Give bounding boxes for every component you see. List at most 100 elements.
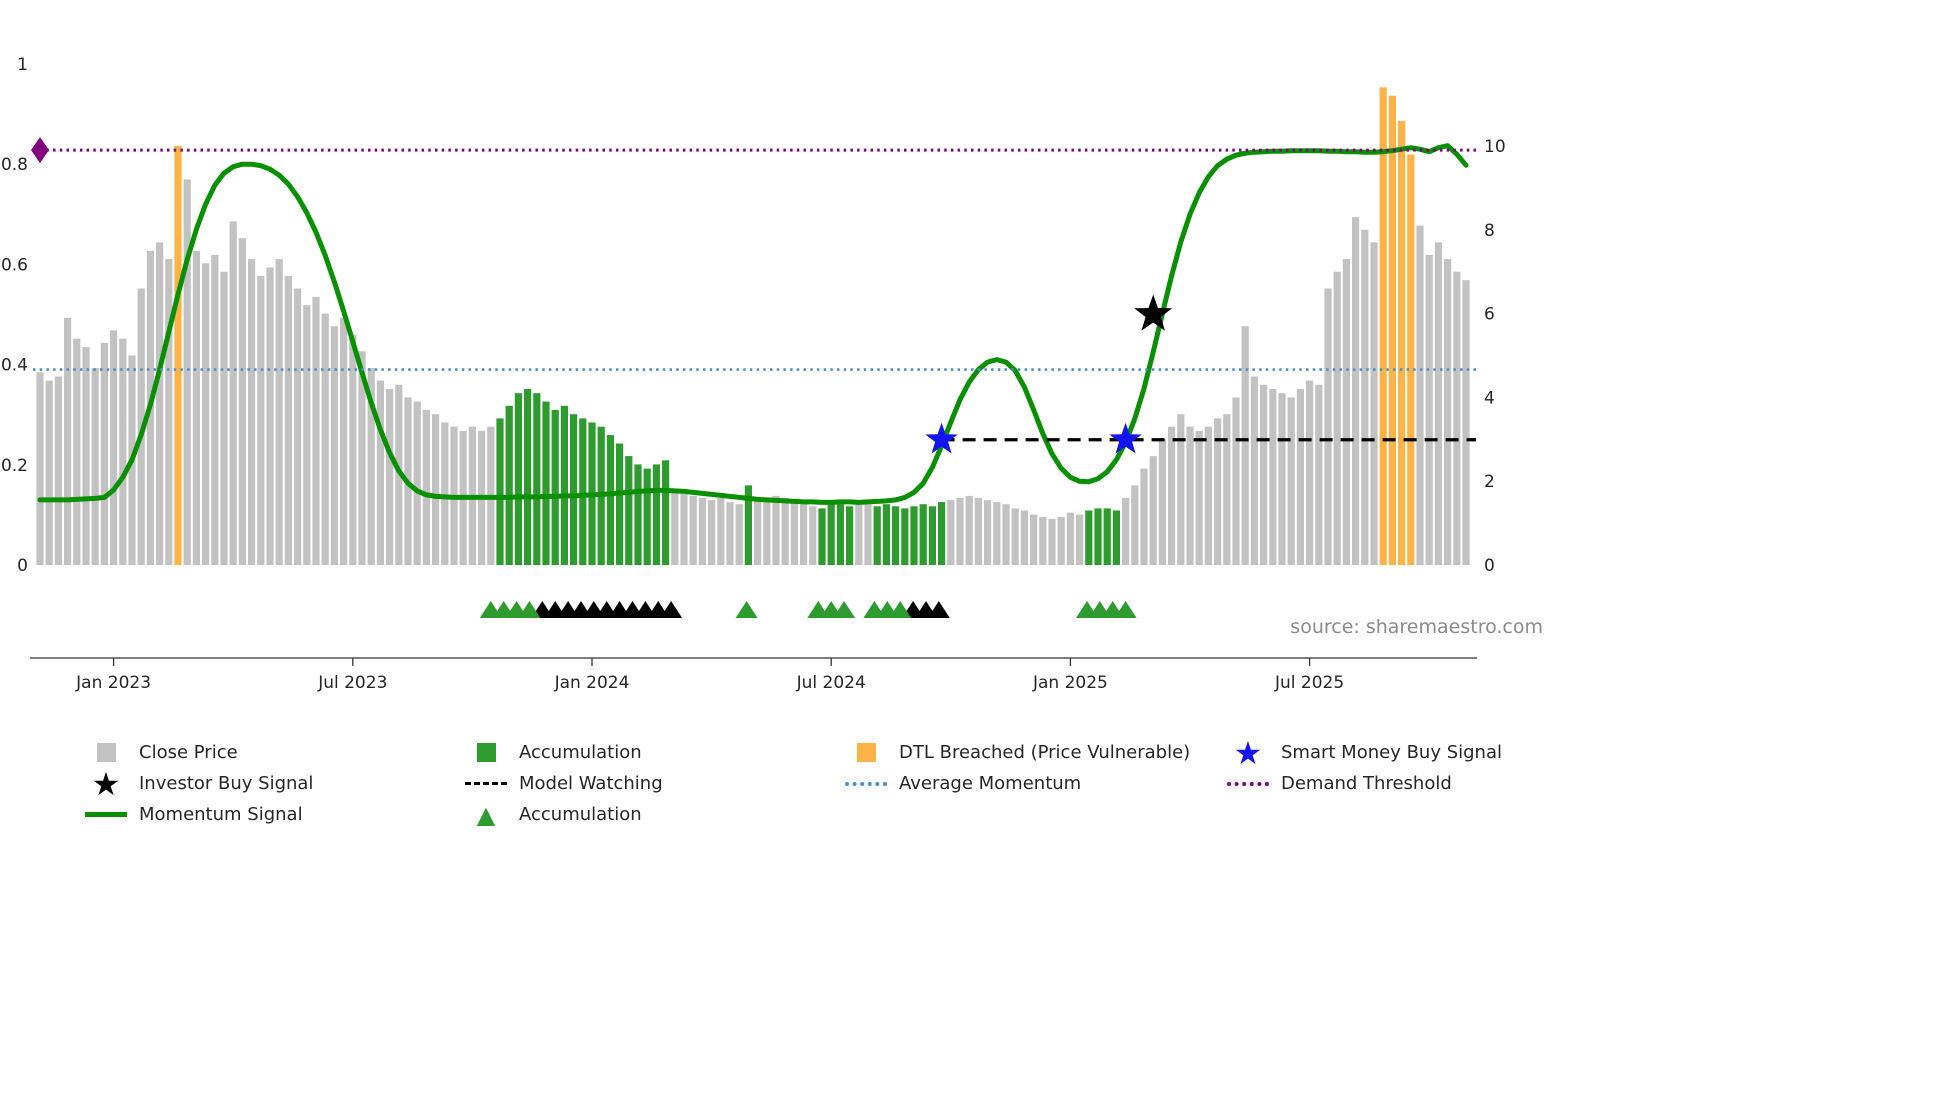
dtl-breached-bar [1379, 87, 1387, 566]
close-price-bar [1186, 426, 1194, 565]
close-price-bar [1214, 418, 1222, 565]
legend-icon-wrap [83, 743, 129, 762]
close-price-bar [312, 296, 320, 565]
green-square-icon [476, 743, 496, 762]
momentum-line [37, 143, 1469, 505]
accumulation-bar [827, 502, 835, 565]
accumulation-bar [496, 418, 504, 565]
close-price-bar [735, 504, 743, 565]
close-price-bar [100, 342, 108, 565]
left-axis-tick-label: 0.4 [1, 356, 28, 376]
close-price-bar [275, 259, 283, 565]
close-price-bar [220, 271, 228, 565]
accumulation-bar [873, 506, 881, 565]
accumulation-bar [928, 506, 936, 565]
legend-label: Demand Threshold [1281, 773, 1452, 794]
close-price-bar [367, 368, 375, 565]
accumulation-bar [514, 393, 522, 565]
legend-icon-wrap [843, 743, 889, 762]
accumulation-bar [616, 443, 624, 565]
accumulation-bar [919, 504, 927, 565]
legend-label: Close Price [139, 742, 238, 763]
legend-icon-wrap: ★ [1225, 737, 1271, 769]
right-axis-tick-label: 4 [1484, 388, 1495, 408]
purple-dotted-line-icon [1227, 781, 1269, 786]
legend-icon-wrap [843, 781, 889, 786]
close-price-bar [248, 259, 256, 565]
close-price-bar [266, 267, 274, 565]
legend-item-momentum-signal: Momentum Signal [83, 799, 463, 830]
dtl-breached-bar [1398, 120, 1406, 566]
close-price-bar [238, 238, 246, 565]
legend-icon-wrap [83, 812, 129, 817]
close-price-bar [257, 275, 265, 565]
close-price-bar [993, 502, 1001, 565]
legend-icon-wrap [463, 782, 509, 785]
close-price-bar [1195, 430, 1203, 565]
close-price-bar [1434, 242, 1442, 565]
accumulation-bar [1094, 508, 1102, 565]
legend-label: Model Watching [519, 773, 663, 794]
close-price-bar [340, 317, 348, 565]
black-star-icon: ★ [91, 764, 121, 803]
close-price-bar [386, 389, 394, 565]
legend-label: DTL Breached (Price Vulnerable) [899, 742, 1191, 763]
close-price-bar [809, 506, 817, 565]
accumulation-bar [910, 506, 918, 565]
black-dashed-line-icon [465, 782, 507, 785]
close-price-bar [1324, 288, 1332, 565]
right-axis-tick-label: 2 [1484, 472, 1495, 492]
close-price-bar [284, 275, 292, 565]
close-price-bar [1370, 242, 1378, 565]
source-credit: source: sharemaestro.com [1290, 616, 1543, 638]
accumulation-bar [892, 506, 900, 565]
black-triangle-icon [927, 601, 950, 618]
close-price-bar [726, 502, 734, 565]
close-price-bar [1342, 259, 1350, 565]
orange-square-icon [856, 743, 876, 762]
accumulation-bar [634, 464, 642, 565]
demand-threshold-diamond-icon [31, 137, 49, 164]
close-price-bar [303, 305, 311, 565]
green-triangle-icon [518, 601, 541, 618]
legend-item-demand-threshold: Demand Threshold [1225, 768, 1502, 799]
close-price-bar [956, 498, 964, 565]
legend-label: Accumulation [519, 742, 642, 763]
blue-dotted-line-icon [845, 781, 887, 786]
close-price-bar [82, 347, 90, 565]
x-axis-tick-label: Jul 2024 [796, 673, 866, 693]
legend-label: Investor Buy Signal [139, 773, 314, 794]
close-price-bar [1352, 217, 1360, 565]
close-price-bar [1039, 516, 1047, 565]
right-axis-tick-label: 0 [1484, 556, 1495, 576]
accumulation-bar [560, 405, 568, 565]
green-triangle-icon [1114, 601, 1137, 618]
close-price-bar [763, 498, 771, 565]
legend-item-model-watching: Model Watching [463, 768, 843, 799]
close-price-bar [1149, 456, 1157, 565]
legend-icon-wrap [463, 743, 509, 762]
close-price-bar [1020, 510, 1028, 565]
close-price-bar [1158, 439, 1166, 565]
close-price-bar [45, 380, 53, 565]
x-axis-tick-label: Jan 2023 [75, 673, 151, 693]
close-price-bar [229, 221, 237, 565]
accumulation-bar [1103, 508, 1111, 565]
legend-item-dtl-breached: DTL Breached (Price Vulnerable) [843, 737, 1225, 768]
close-price-bars [36, 87, 1470, 566]
close-price-bar [183, 179, 191, 565]
close-price-bar [1425, 254, 1433, 565]
close-price-bar [358, 351, 366, 565]
close-price-bar [680, 493, 688, 565]
close-price-bar [698, 498, 706, 565]
close-price-bar [1306, 380, 1314, 565]
close-price-bar [1416, 225, 1424, 565]
close-price-bar [689, 495, 697, 565]
close-price-bar [422, 410, 430, 565]
dtl-breached-bar [1388, 95, 1396, 565]
accumulation-bar [846, 506, 854, 565]
close-price-bar [947, 500, 955, 565]
green-triangle-icon: ▲ [476, 800, 496, 829]
